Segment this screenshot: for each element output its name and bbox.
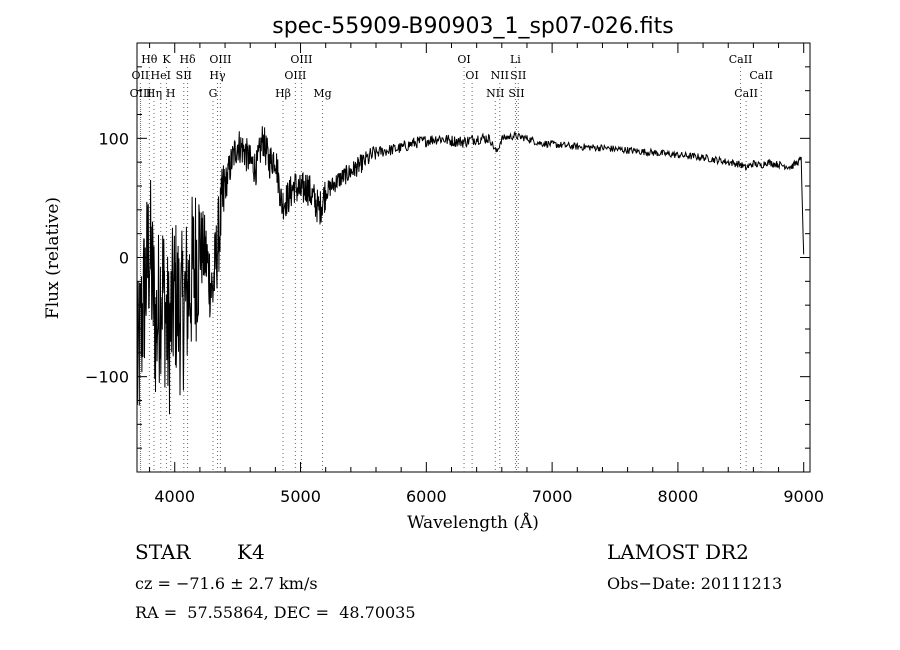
line-marker-label: OII [132,69,150,82]
line-marker-label: K [162,53,171,66]
x-axis-label: Wavelength (Å) [407,512,539,533]
x-tick-label: 6000 [406,487,447,506]
line-marker-label: CaII [729,53,753,66]
line-marker-label: Hη [146,87,162,100]
line-marker-labels: Hθ K Hδ OIII OIII OI Li CaII OII HeI SII Hγ OIII OI NI… [130,53,773,100]
y-tick-label: −100 [85,368,129,387]
survey-name: LAMOST DR2 [607,540,749,564]
line-marker-label: SII [176,69,192,82]
x-tick-label: 5000 [280,487,321,506]
line-marker-label: H [166,87,176,100]
line-marker-label: Hβ [275,87,291,100]
redshift-text: cz = −71.6 ± 2.7 km/s [135,574,318,593]
line-marker-label: OIII [130,87,152,100]
line-marker-label: HeI [151,69,171,82]
x-axis: 4000 5000 6000 7000 8000 9000 [149,43,824,506]
line-markers [139,67,762,472]
line-marker-label: OIII [284,69,306,82]
line-marker-label: CaII [749,69,773,82]
object-subclass: K4 [237,540,265,564]
x-tick-label: 4000 [154,487,195,506]
line-marker-label: OIII [209,53,231,66]
y-tick-label: 0 [119,249,129,268]
plot-frame [136,42,811,473]
object-class: STAR [135,540,191,564]
line-marker-label: NII [491,69,509,82]
line-marker-label: Li [510,53,521,66]
line-marker-label: OI [465,69,478,82]
line-marker-label: Hδ [179,53,196,66]
line-marker-label: SII [508,87,524,100]
line-marker-label: NII [486,87,504,100]
line-marker-label: Mg [313,87,331,100]
line-marker-label: Hθ [141,53,158,66]
x-tick-label: 8000 [658,487,699,506]
line-marker-label: Hγ [209,69,226,82]
x-tick-label: 9000 [783,487,824,506]
y-axis: 100 0 −100 [85,66,810,449]
y-axis-label: Flux (relative) [43,197,63,319]
line-marker-label: SII [510,69,526,82]
coordinates: RA = 57.55864, DEC = 48.70035 [135,603,416,622]
line-marker-label: CaII [734,87,758,100]
spectrum-line [136,126,805,415]
y-tick-label: 100 [98,129,129,148]
line-marker-label: G [209,87,218,100]
chart-title: spec-55909-B90903_1_sp07-026.fits [272,14,674,39]
obs-date: Obs−Date: 20111213 [607,574,783,593]
line-marker-label: OIII [290,53,312,66]
line-marker-label: OI [457,53,470,66]
x-tick-label: 7000 [532,487,573,506]
